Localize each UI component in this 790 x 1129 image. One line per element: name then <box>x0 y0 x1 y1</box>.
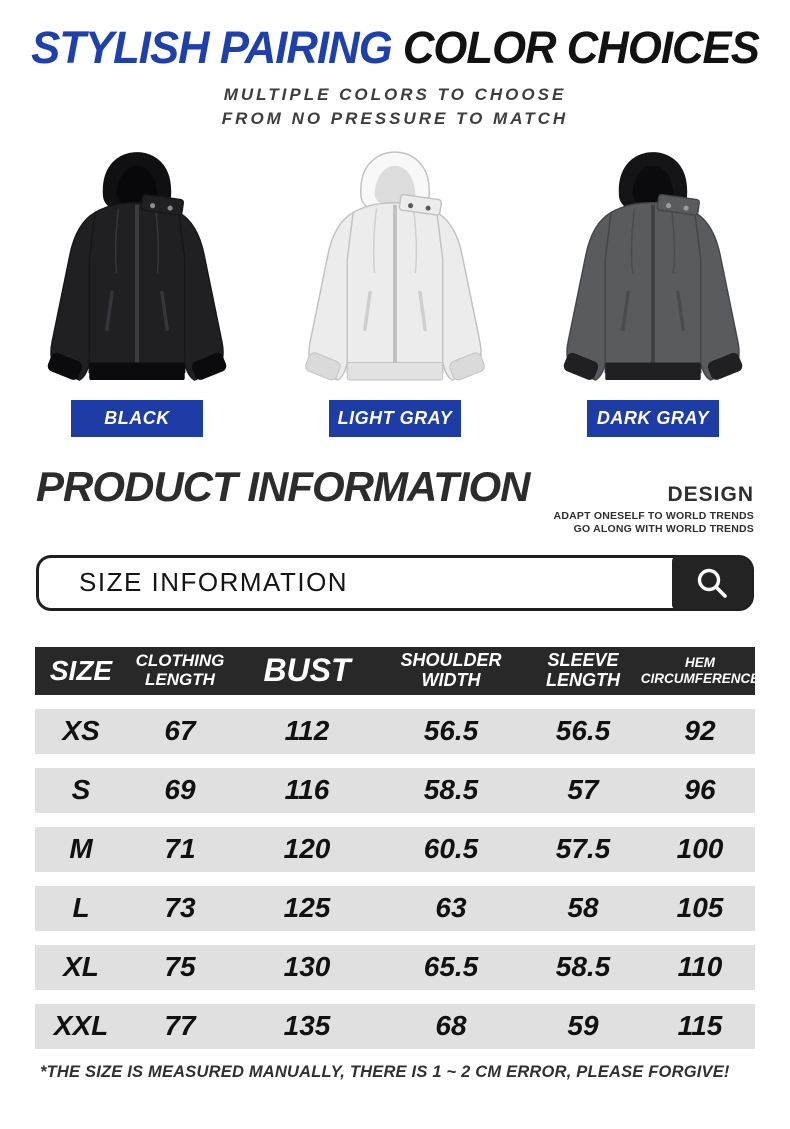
value-cell: 56.5 <box>423 715 479 747</box>
color-label-text: BLACK <box>104 407 170 428</box>
size-cell: XS <box>62 715 100 747</box>
design-tagline: ADAPT ONESELF TO WORLD TRENDS GO ALONG W… <box>554 510 754 537</box>
page-title-rest: COLOR CHOICES <box>402 22 760 73</box>
value-cell: 135 <box>283 1010 331 1042</box>
product-information-section-header: PRODUCT INFORMATION DESIGN ADAPT ONESELF… <box>36 463 754 537</box>
value-cell: 73 <box>164 892 196 924</box>
product-black: BLACK <box>8 142 266 437</box>
size-disclaimer: *THE SIZE IS MEASURED MANUALLY, THERE IS… <box>40 1062 730 1081</box>
value-cell: 96 <box>684 774 716 806</box>
value-cell: 71 <box>164 833 196 865</box>
value-cell: 100 <box>676 833 724 865</box>
section-title: PRODUCT INFORMATION <box>36 462 531 510</box>
color-label-black[interactable]: BLACK <box>71 399 203 437</box>
page-title: STYLISH PAIRING COLOR CHOICES <box>12 22 778 73</box>
size-table-header: SIZE CLOTHING LENGTH BUST SHOULDER WIDTH… <box>35 646 760 695</box>
jacket-image-black <box>47 152 227 381</box>
table-row-xs: XS 67 112 56.5 56.5 92 <box>35 708 755 754</box>
product-light-gray: LIGHT GRAY <box>266 142 524 437</box>
page-subtitle: MULTIPLE COLORS TO CHOOSE FROM NO PRESSU… <box>0 83 790 132</box>
size-cell: M <box>69 833 93 865</box>
header-hem-circumference: HEM CIRCUMFERENCE <box>640 655 760 686</box>
header-clothing-length: CLOTHING LENGTH <box>135 651 225 689</box>
color-label-text: DARK GRAY <box>596 407 710 428</box>
header-sleeve-length: SLEEVE LENGTH <box>546 650 620 690</box>
value-cell: 58 <box>567 892 599 924</box>
value-cell: 58.5 <box>555 951 611 983</box>
design-tagline-line-2: GO ALONG WITH WORLD TRENDS <box>573 523 754 536</box>
value-cell: 112 <box>284 715 330 747</box>
size-cell: L <box>72 892 90 924</box>
size-cell: XL <box>63 951 99 983</box>
design-block: DESIGN ADAPT ONESELF TO WORLD TRENDS GO … <box>554 483 754 537</box>
page-title-accent: STYLISH PAIRING <box>31 22 403 73</box>
value-cell: 130 <box>283 951 331 983</box>
value-cell: 67 <box>164 715 196 747</box>
jacket-image-light-gray <box>305 151 485 381</box>
value-cell: 92 <box>684 715 716 747</box>
table-row-l: L 73 125 63 58 105 <box>35 885 755 931</box>
value-cell: 125 <box>283 892 331 924</box>
value-cell: 58.5 <box>423 774 479 806</box>
color-label-light-gray[interactable]: LIGHT GRAY <box>329 399 461 437</box>
value-cell: 77 <box>164 1010 196 1042</box>
value-cell: 63 <box>435 892 467 924</box>
value-cell: 60.5 <box>423 833 479 865</box>
value-cell: 57 <box>567 774 599 806</box>
value-cell: 59 <box>567 1010 599 1042</box>
value-cell: 105 <box>676 892 724 924</box>
size-cell: S <box>71 774 91 806</box>
value-cell: 56.5 <box>555 715 611 747</box>
size-cell: XXL <box>53 1010 109 1042</box>
table-row-s: S 69 116 58.5 57 96 <box>35 767 755 813</box>
header-shoulder-width: SHOULDER WIDTH <box>400 650 502 690</box>
value-cell: 110 <box>677 951 723 983</box>
header-bust: BUST <box>263 652 351 689</box>
color-options: BLACK <box>0 142 790 437</box>
product-dark-gray: DARK GRAY <box>524 142 782 437</box>
subtitle-line-1: MULTIPLE COLORS TO CHOOSE <box>223 84 567 104</box>
value-cell: 115 <box>677 1010 723 1042</box>
design-tagline-line-1: ADAPT ONESELF TO WORLD TRENDS <box>553 509 754 522</box>
header-size: SIZE <box>49 654 113 686</box>
value-cell: 69 <box>164 774 196 806</box>
value-cell: 120 <box>283 833 331 865</box>
table-row-m: M 71 120 60.5 57.5 100 <box>35 826 755 872</box>
table-row-xxl: XXL 77 135 68 59 115 <box>35 1003 755 1049</box>
size-information-bar[interactable]: SIZE INFORMATION <box>36 554 754 611</box>
jacket-image-dark-gray <box>563 152 743 381</box>
value-cell: 116 <box>284 774 330 806</box>
size-table: SIZE CLOTHING LENGTH BUST SHOULDER WIDTH… <box>0 646 790 1049</box>
table-row-xl: XL 75 130 65.5 58.5 110 <box>35 944 755 990</box>
color-label-dark-gray[interactable]: DARK GRAY <box>587 399 719 437</box>
value-cell: 65.5 <box>423 951 479 983</box>
size-information-label: SIZE INFORMATION <box>79 567 349 598</box>
value-cell: 75 <box>164 951 196 983</box>
magnifier-icon <box>697 568 727 598</box>
design-title: DESIGN <box>667 482 754 506</box>
search-button[interactable] <box>672 556 752 609</box>
value-cell: 68 <box>435 1010 467 1042</box>
subtitle-line-2: FROM NO PRESSURE TO MATCH <box>221 109 569 129</box>
color-label-text: LIGHT GRAY <box>337 407 453 428</box>
value-cell: 57.5 <box>555 833 611 865</box>
